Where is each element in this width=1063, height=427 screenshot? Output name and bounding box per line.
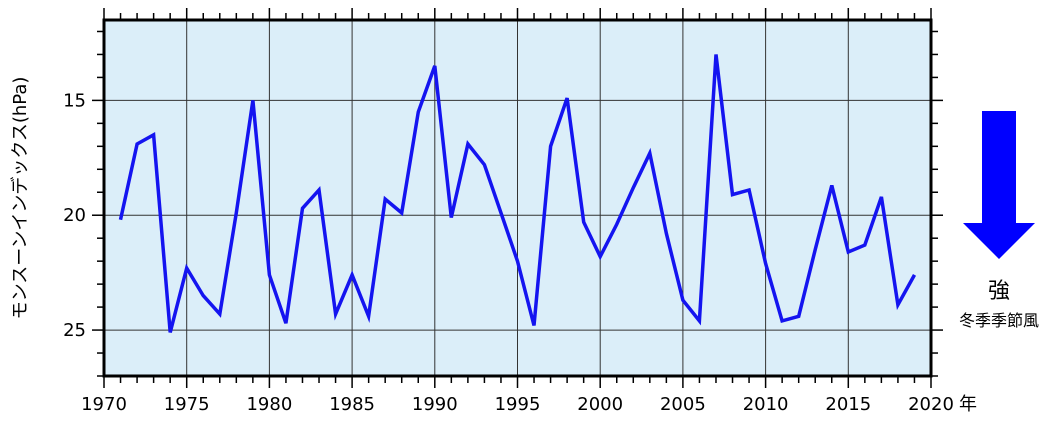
x-tick-label: 1990 [412,394,458,415]
x-tick-label: 2015 [825,394,871,415]
y-axis-title: モンスーンインデックス(hPa) [10,77,31,320]
strength-indicator: 強 冬季季節風 [959,111,1039,330]
x-tick-label: 2010 [743,394,789,415]
x-tick-label: 2005 [660,394,706,415]
x-tick-label: 1970 [81,394,127,415]
x-tick-label: 1995 [495,394,541,415]
series-layer [118,54,917,333]
strong-label: 強 [988,279,1010,304]
y-tick-label: 20 [63,205,86,226]
x-tick-label: 2000 [577,394,623,415]
down-arrow-icon [963,111,1035,259]
x-tick-label: 2020 [908,394,954,415]
y-tick-label: 25 [63,320,86,341]
x-axis-unit: 年 [959,394,977,415]
winter-monsoon-caption: 冬季季節風 [959,311,1039,330]
axis-ticks [92,8,943,388]
x-tick-label: 1985 [329,394,375,415]
x-tick-labels: 1970 1975 1980 1985 1990 1995 2000 2005 2010 2015… [81,394,954,415]
x-tick-label: 1975 [164,394,210,415]
x-tick-label: 1980 [246,394,292,415]
y-tick-label: 15 [63,90,86,111]
gridlines [104,20,931,376]
y-tick-labels: 15 20 25 [63,90,86,341]
